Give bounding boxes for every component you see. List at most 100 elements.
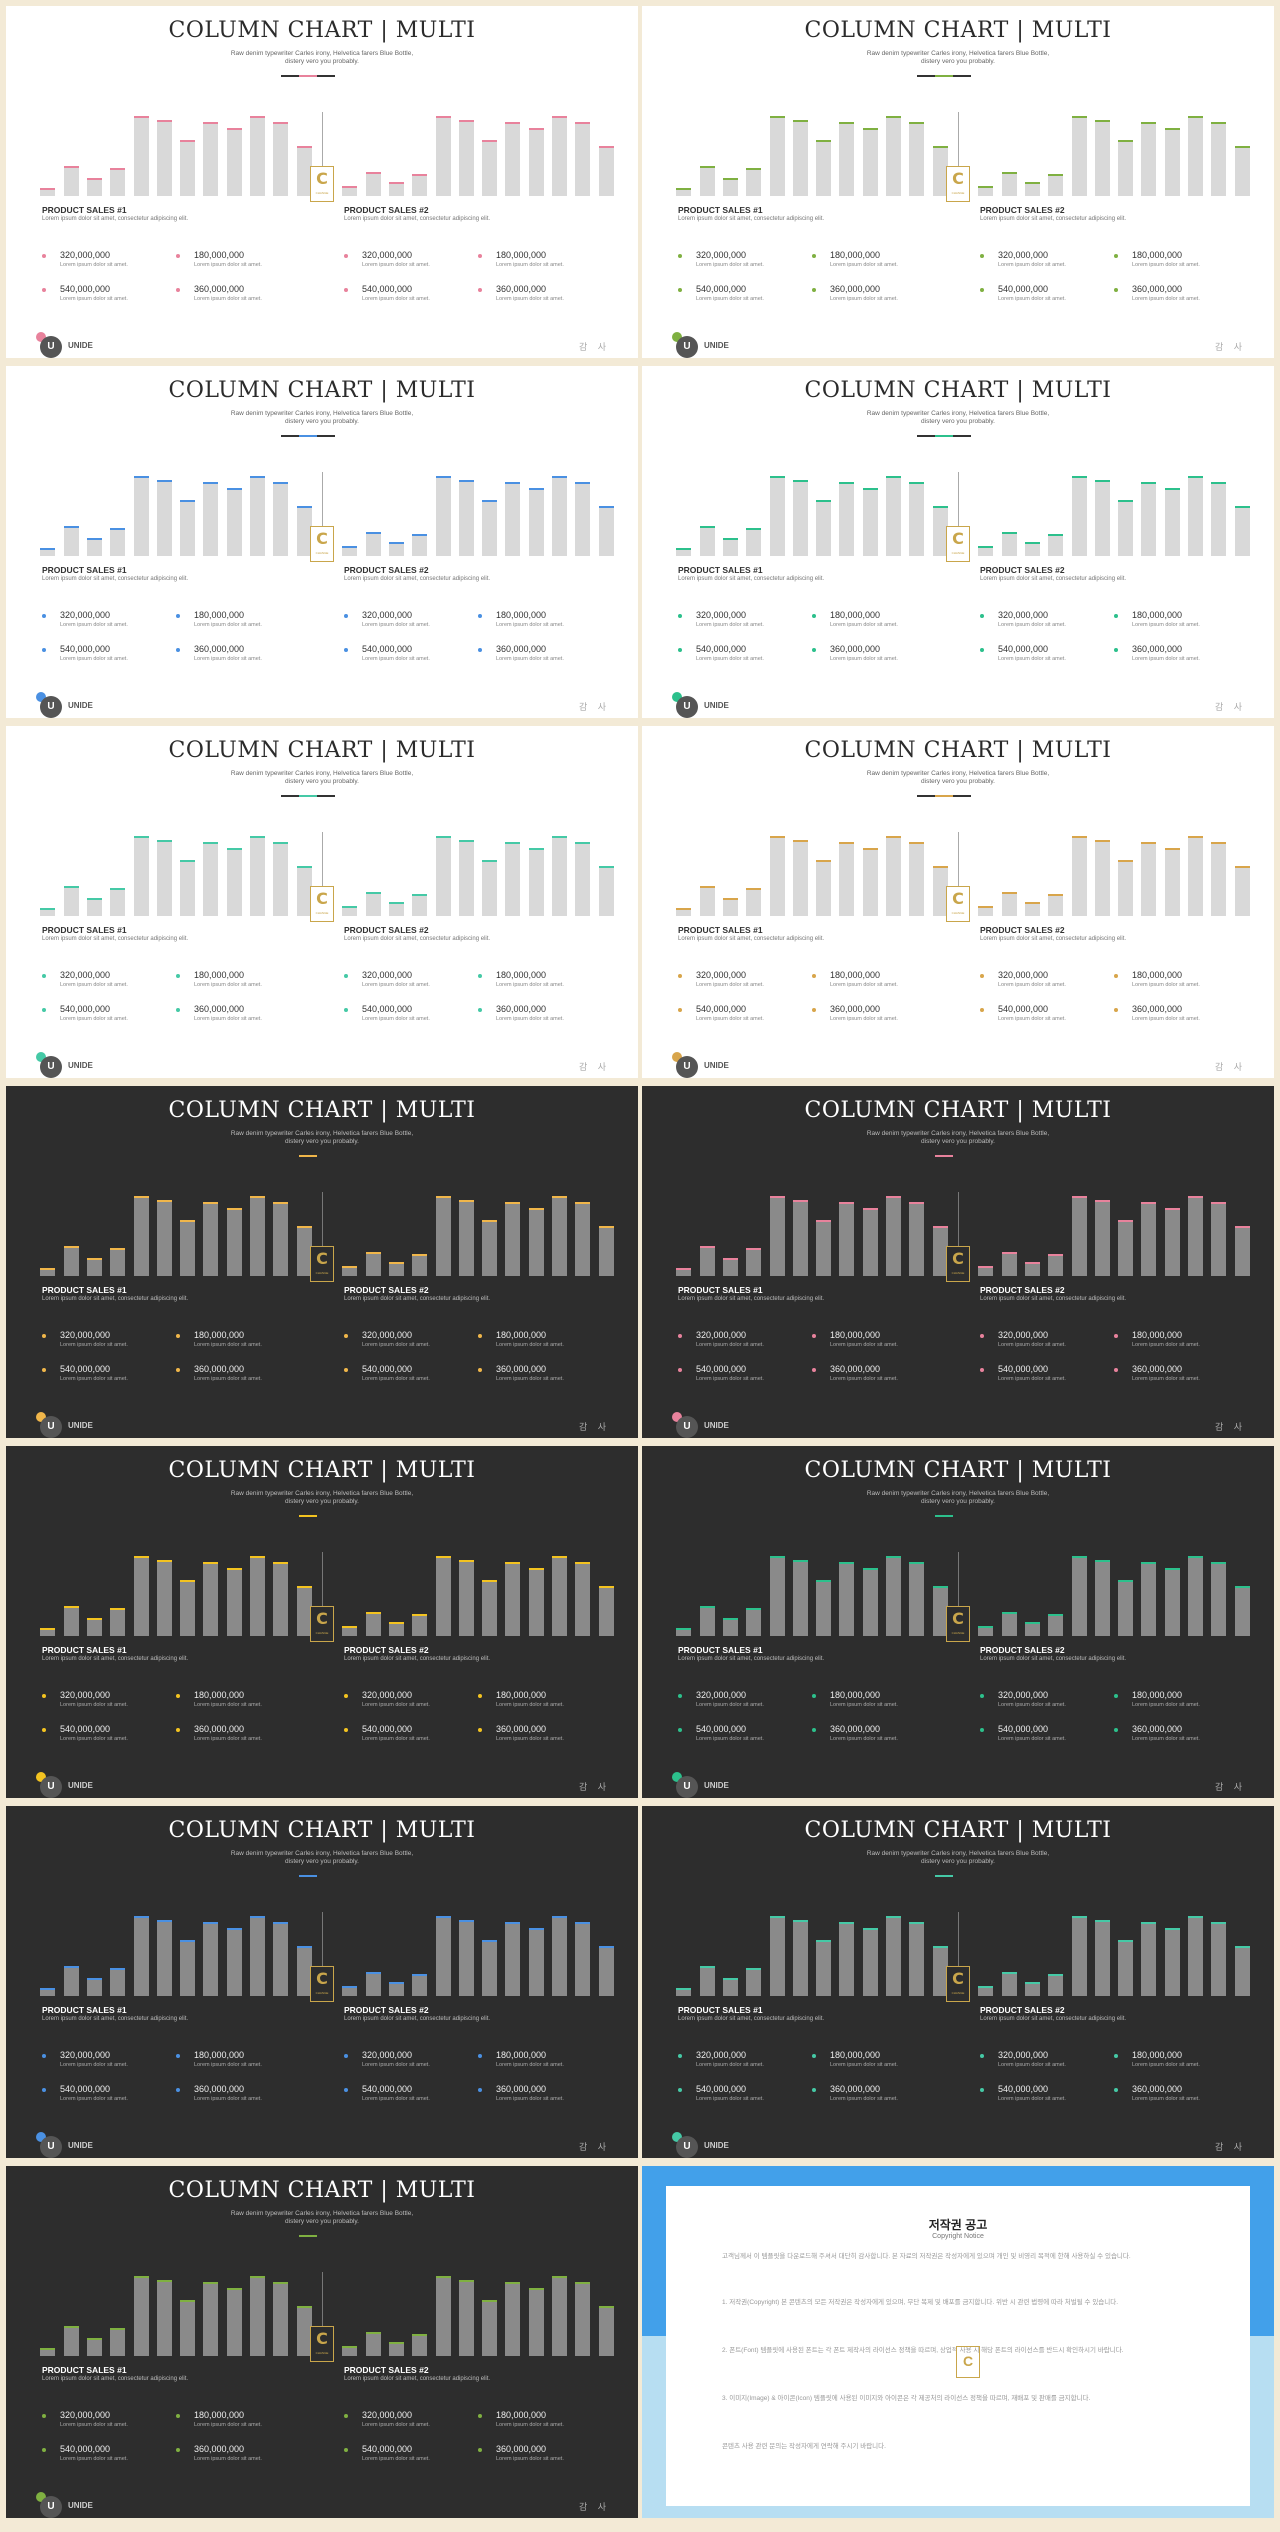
chart-bar: [909, 482, 924, 556]
bullet-dot: [812, 288, 816, 292]
chart-bar: [459, 120, 474, 196]
column-chart: [672, 1536, 952, 1636]
bar-accent-cap: [552, 836, 567, 838]
stat-value: 540,000,000: [362, 1724, 413, 1734]
bar-accent-cap: [1235, 1946, 1250, 1948]
bullet-dot: [344, 614, 348, 618]
bar-accent-cap: [676, 548, 691, 550]
chart-bar: [436, 476, 451, 556]
slide-footnote: 감 사: [578, 2142, 610, 2152]
chart-bar: [1118, 1940, 1133, 1996]
bullet-dot: [42, 2054, 46, 2058]
bar-accent-cap: [746, 888, 761, 890]
bar-accent-cap: [839, 122, 854, 124]
bar-accent-cap: [227, 848, 242, 850]
bullet-dot: [478, 2414, 482, 2418]
bullet-dot: [1114, 254, 1118, 258]
chart-bar: [1048, 174, 1063, 196]
chart-bar: [389, 182, 404, 196]
slide-subtitle: Raw denim typewriter Carles irony, Helve…: [6, 410, 638, 426]
chart-slide[interactable]: COLUMN CHART | MULTI Raw denim typewriter…: [6, 1806, 638, 2158]
bar-accent-cap: [87, 178, 102, 180]
section-title: PRODUCT SALES #1: [42, 2005, 127, 2015]
chart-bar: [1072, 1916, 1087, 1996]
brand-accent-dot: [672, 332, 682, 342]
chart-bar: [700, 1966, 715, 1996]
bar-accent-cap: [1165, 1568, 1180, 1570]
chart-bar: [134, 1196, 149, 1276]
bar-accent-cap: [886, 1556, 901, 1558]
stat-value: 180,000,000: [496, 2410, 547, 2420]
brand-accent-dot: [36, 332, 46, 342]
slide-subtitle: Raw denim typewriter Carles irony, Helve…: [6, 770, 638, 786]
chart-slide[interactable]: COLUMN CHART | MULTI Raw denim typewriter…: [6, 1446, 638, 1798]
bar-accent-cap: [412, 1254, 427, 1256]
stat-value: 320,000,000: [60, 250, 111, 260]
bar-accent-cap: [482, 500, 497, 502]
bullet-dot: [42, 2414, 46, 2418]
bullet-dot: [678, 1728, 682, 1732]
stat-value: 540,000,000: [362, 2444, 413, 2454]
chart-bar: [933, 1226, 948, 1276]
chart-bar: [505, 842, 520, 916]
chart-bar: [273, 1202, 288, 1276]
chart-bar: [134, 1556, 149, 1636]
subtitle-line: distery vero you probably.: [285, 58, 359, 65]
chart-bar: [180, 1220, 195, 1276]
column-chart: [36, 1176, 316, 1276]
stat-label: Lorem ipsum dolor sit amet.: [1132, 2096, 1200, 2102]
chart-bar: [203, 122, 218, 196]
slide-footnote: 감 사: [1214, 2142, 1246, 2152]
subtitle-line: Raw denim typewriter Carles irony, Helve…: [866, 1850, 1050, 1857]
chart-bar: [676, 908, 691, 916]
chart-bar: [599, 146, 614, 196]
copyright-slide[interactable]: 저작권 공고 Copyright Notice 고객님께서 이 템플릿을 다운로드해…: [642, 2166, 1274, 2518]
chart-bar: [389, 2342, 404, 2356]
chart-bar: [1165, 1208, 1180, 1276]
copyright-card: 저작권 공고 Copyright Notice 고객님께서 이 템플릿을 다운로드해…: [666, 2186, 1250, 2506]
bar-accent-cap: [1118, 1580, 1133, 1582]
chart-bar: [412, 534, 427, 556]
chart-bar: [1025, 182, 1040, 196]
chart-slide[interactable]: COLUMN CHART | MULTI Raw denim typewriter…: [642, 6, 1274, 358]
slide-subtitle: Raw denim typewriter Carles irony, Helve…: [642, 410, 1274, 426]
bar-accent-cap: [134, 1196, 149, 1198]
stat-label: Lorem ipsum dolor sit amet.: [362, 1342, 430, 1348]
bar-accent-cap: [700, 526, 715, 528]
bar-accent-cap: [1048, 534, 1063, 536]
chart-slide[interactable]: COLUMN CHART | MULTI Raw denim typewriter…: [642, 366, 1274, 718]
chart-slide[interactable]: COLUMN CHART | MULTI Raw denim typewriter…: [6, 726, 638, 1078]
chart-bar: [482, 860, 497, 916]
stat-label: Lorem ipsum dolor sit amet.: [194, 622, 262, 628]
stat-label: Lorem ipsum dolor sit amet.: [998, 1342, 1066, 1348]
chart-slide[interactable]: COLUMN CHART | MULTI Raw denim typewriter…: [6, 1086, 638, 1438]
bar-accent-cap: [1188, 476, 1203, 478]
bar-accent-cap: [575, 482, 590, 484]
bullet-dot: [678, 1368, 682, 1372]
chart-bar: [87, 1618, 102, 1636]
stat-value: 540,000,000: [362, 644, 413, 654]
bar-accent-cap: [978, 1266, 993, 1268]
chart-slide[interactable]: COLUMN CHART | MULTI Raw denim typewriter…: [6, 366, 638, 718]
chart-bar: [482, 500, 497, 556]
chart-slide[interactable]: COLUMN CHART | MULTI Raw denim typewriter…: [642, 1806, 1274, 2158]
bar-accent-cap: [1141, 1202, 1156, 1204]
bullet-dot: [176, 614, 180, 618]
chart-slide[interactable]: COLUMN CHART | MULTI Raw denim typewriter…: [6, 6, 638, 358]
chart-bar: [297, 1586, 312, 1636]
chart-slide[interactable]: COLUMN CHART | MULTI Raw denim typewriter…: [642, 726, 1274, 1078]
stat-value: 360,000,000: [496, 2084, 547, 2094]
bullet-dot: [344, 2414, 348, 2418]
chart-slide[interactable]: COLUMN CHART | MULTI Raw denim typewriter…: [6, 2166, 638, 2518]
chart-slide[interactable]: COLUMN CHART | MULTI Raw denim typewriter…: [642, 1086, 1274, 1438]
stat-label: Lorem ipsum dolor sit amet.: [60, 262, 128, 268]
bar-accent-cap: [1002, 1612, 1017, 1614]
bar-accent-cap: [529, 488, 544, 490]
slide-footnote: 감 사: [578, 2502, 610, 2512]
brand-name: UNIDE: [704, 1781, 729, 1790]
stat-value: 180,000,000: [1132, 1690, 1183, 1700]
bar-accent-cap: [1072, 116, 1087, 118]
chart-slide[interactable]: COLUMN CHART | MULTI Raw denim typewriter…: [642, 1446, 1274, 1798]
bar-accent-cap: [342, 1986, 357, 1988]
chart-bar: [180, 2300, 195, 2356]
